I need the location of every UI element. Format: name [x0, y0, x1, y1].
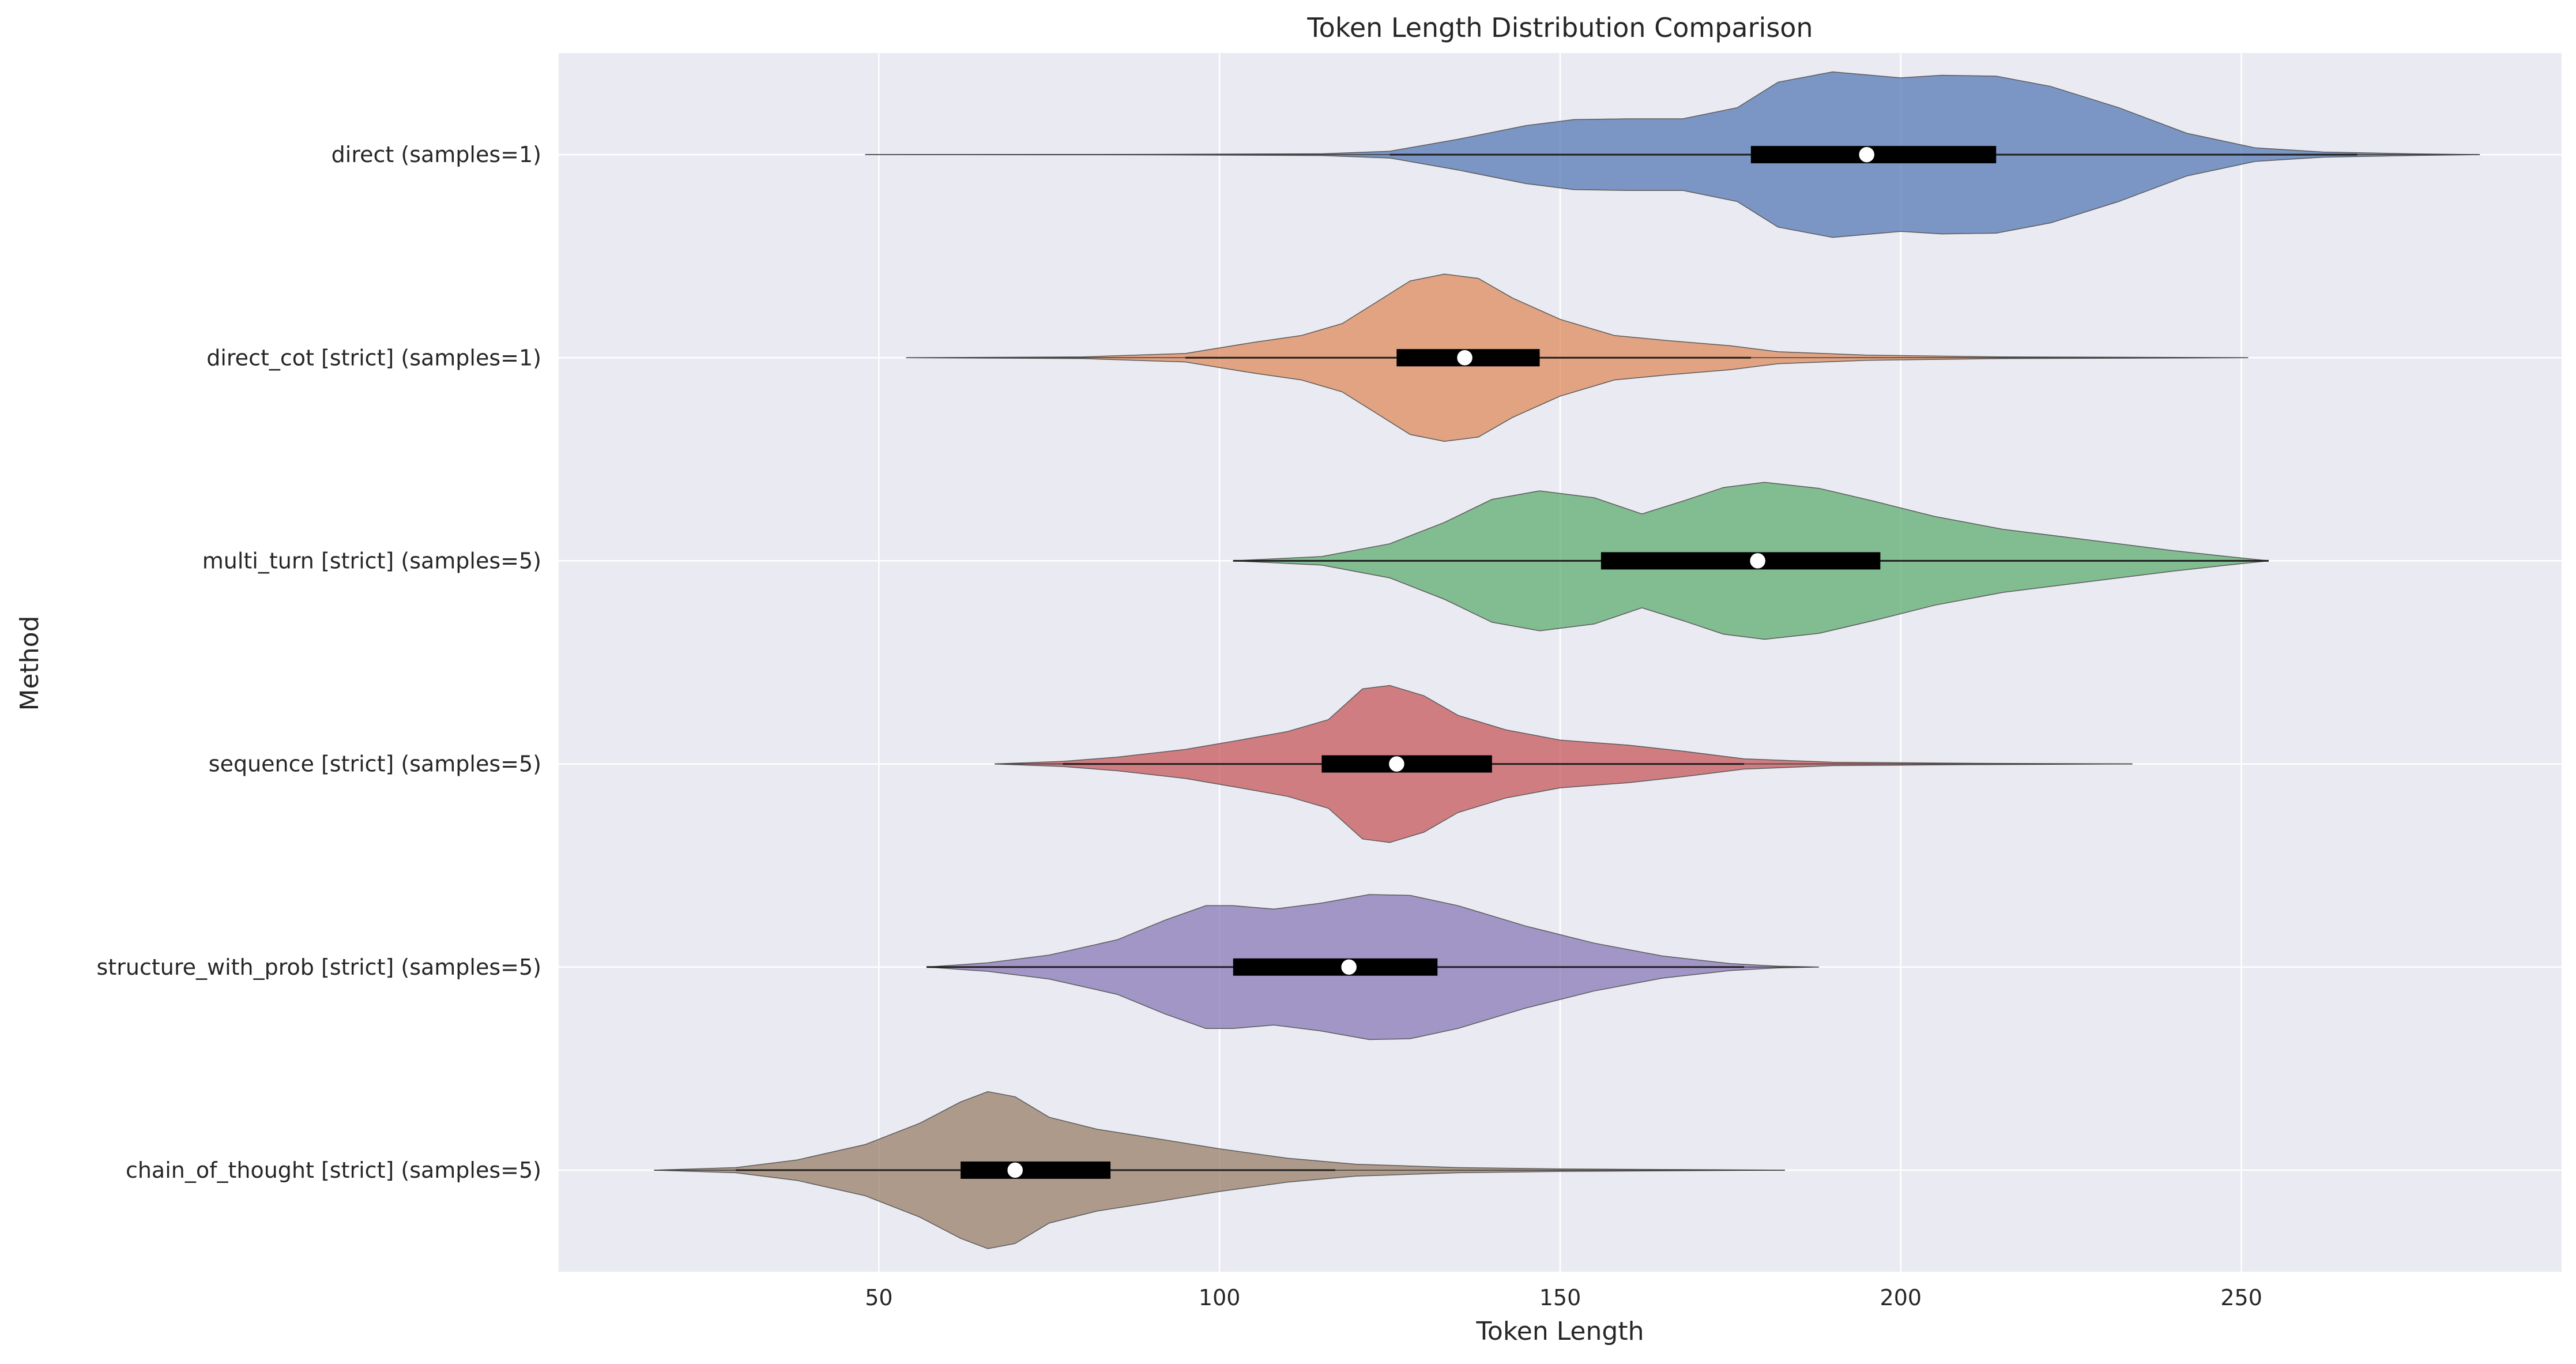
category-label: sequence [strict] (samples=5): [209, 751, 541, 777]
x-axis-label: Token Length: [1476, 1317, 1644, 1346]
violin-group: [1233, 482, 2269, 640]
category-label: chain_of_thought [strict] (samples=5): [126, 1158, 541, 1183]
median-marker: [1340, 959, 1358, 976]
violin-group: [865, 71, 2480, 238]
x-axis-ticks: 50 100 150 200 250: [865, 1285, 2262, 1310]
median-marker: [1858, 146, 1875, 163]
x-tick-label: 200: [1880, 1285, 1922, 1310]
category-label: structure_with_prob [strict] (samples=5): [97, 955, 541, 980]
iqr-box: [1600, 552, 1881, 570]
median-marker: [1388, 755, 1406, 773]
category-label: direct (samples=1): [332, 142, 541, 167]
y-axis-categories: direct (samples=1) direct_cot [strict] (s…: [97, 142, 541, 1183]
x-tick-label: 50: [865, 1285, 892, 1310]
median-marker: [1456, 349, 1474, 366]
median-marker: [1749, 552, 1767, 570]
violin-group: [995, 685, 2133, 843]
median-marker: [1006, 1162, 1024, 1179]
category-label: direct_cot [strict] (samples=1): [206, 345, 541, 370]
x-tick-label: 250: [2220, 1285, 2262, 1310]
x-tick-label: 150: [1539, 1285, 1581, 1310]
iqr-box: [1321, 755, 1492, 773]
violin-group: [906, 273, 2249, 442]
iqr-box: [961, 1161, 1111, 1179]
chart-title: Token Length Distribution Comparison: [1306, 12, 1813, 43]
violin-group: [654, 1091, 1785, 1249]
violins: [654, 71, 2480, 1249]
violin-group: [927, 894, 1820, 1040]
category-label: multi_turn [strict] (samples=5): [202, 548, 541, 573]
iqr-box: [1233, 958, 1438, 976]
x-tick-label: 100: [1199, 1285, 1241, 1310]
y-axis-label: Method: [15, 615, 44, 711]
